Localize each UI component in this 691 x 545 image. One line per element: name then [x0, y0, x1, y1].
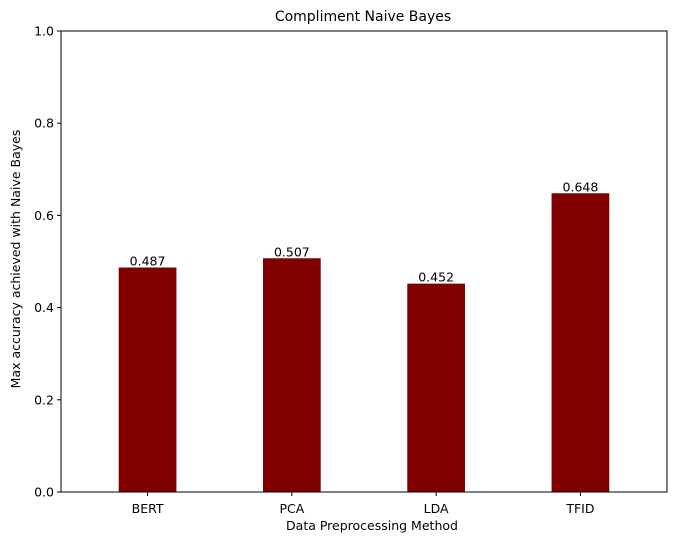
- y-axis-title: Max accuracy achieved with Naive Bayes: [8, 130, 23, 389]
- x-tick-label-bert: BERT: [132, 501, 164, 516]
- bar-pca: [263, 258, 321, 492]
- x-axis-title: Data Preprocessing Method: [286, 518, 458, 533]
- x-axis: BERT PCA LDA TFID: [132, 492, 594, 516]
- y-tick-label: 0.0: [34, 485, 54, 500]
- y-axis: 0.0 0.2 0.4 0.6 0.8 1.0: [34, 24, 61, 500]
- bar-bert: [118, 267, 177, 492]
- data-labels-layer: 0.487 0.507 0.452 0.648: [130, 179, 599, 284]
- bar-tfid: [551, 193, 610, 492]
- data-label-tfid: 0.648: [563, 179, 599, 194]
- data-label-lda: 0.452: [418, 270, 454, 285]
- x-tick-label-tfid: TFID: [565, 501, 594, 516]
- data-label-pca: 0.507: [274, 244, 310, 259]
- y-tick-label: 1.0: [34, 24, 54, 39]
- x-tick-label-lda: LDA: [424, 501, 449, 516]
- chart-title: Compliment Naive Bayes: [275, 9, 451, 25]
- y-tick-label: 0.4: [34, 300, 54, 315]
- y-tick-label: 0.2: [34, 392, 54, 407]
- x-tick-label-pca: PCA: [279, 501, 304, 516]
- bars-layer: [118, 193, 610, 492]
- bar-lda: [407, 283, 465, 492]
- y-tick-label: 0.6: [34, 208, 54, 223]
- plot-frame: [60, 30, 668, 493]
- data-label-bert: 0.487: [130, 253, 166, 268]
- y-tick-label: 0.8: [34, 116, 54, 131]
